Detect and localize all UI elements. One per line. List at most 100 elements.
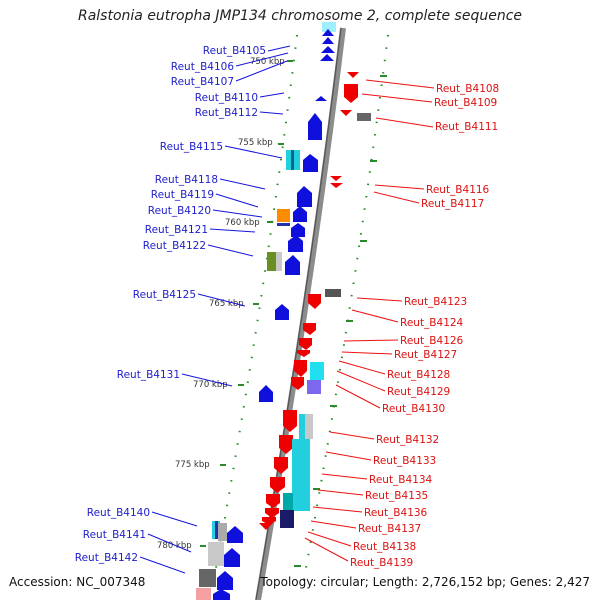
gene-label: Reut_B4123 xyxy=(404,296,467,308)
map-title: Ralstonia eutropha JMP134 chromosome 2, … xyxy=(77,8,522,24)
gene-arrow xyxy=(259,523,273,530)
gene-arrow xyxy=(291,223,305,237)
left-leader-lines xyxy=(139,45,291,574)
inner-dotted-guide xyxy=(211,34,298,591)
tick-label-760: 760 kbp xyxy=(225,218,260,228)
gene-orange xyxy=(277,209,290,222)
gene-light xyxy=(322,22,336,32)
gene-arrow xyxy=(285,255,300,275)
gene-arrow xyxy=(330,176,342,181)
gene-label: Reut_B4134 xyxy=(369,474,433,486)
gene-label: Reut_B4142 xyxy=(75,552,138,564)
gene-label: Reut_B4122 xyxy=(143,240,206,252)
gene-grey xyxy=(208,542,224,566)
tick-label-765: 765 kbp xyxy=(209,299,244,309)
gene-arrow xyxy=(320,54,334,61)
gene-olive xyxy=(267,252,276,271)
gene-teal xyxy=(283,493,293,511)
gene-arrow xyxy=(308,294,321,309)
gene-arrow xyxy=(303,154,318,172)
gene-label: Reut_B4115 xyxy=(160,141,223,153)
tick-mark xyxy=(253,303,259,305)
gene-dark xyxy=(199,569,216,587)
gene-label: Reut_B4112 xyxy=(195,107,258,119)
tick-label-770: 770 kbp xyxy=(193,380,228,390)
right-gene-labels: Reut_B4108 Reut_B4109 Reut_B4111 Reut_B4… xyxy=(350,83,499,569)
outer-dotted-guide xyxy=(301,34,389,591)
scale-ticks xyxy=(200,60,387,567)
gene-navy xyxy=(280,510,294,528)
reverse-genes xyxy=(259,72,371,530)
gene-pink xyxy=(196,588,211,600)
gene-cyan xyxy=(310,362,324,380)
gene-arrow xyxy=(224,548,240,567)
gene-arrow xyxy=(265,508,279,518)
gene-arrow xyxy=(344,84,358,103)
gene-label: Reut_B4106 xyxy=(171,61,235,73)
gene-label: Reut_B4130 xyxy=(382,403,445,415)
gene-arrow xyxy=(321,46,335,53)
gene-label: Reut_B4121 xyxy=(145,224,208,236)
gene-label: Reut_B4126 xyxy=(400,335,464,347)
gene-label: Reut_B4137 xyxy=(358,523,421,535)
gene-label: Reut_B4120 xyxy=(148,205,211,217)
gene-label: Reut_B4141 xyxy=(83,529,146,541)
gene-arrow xyxy=(340,110,352,116)
gene-label: Reut_B4107 xyxy=(171,76,234,88)
gene-label: Reut_B4110 xyxy=(195,92,258,104)
gene-arrow xyxy=(288,235,303,252)
gene-arrow xyxy=(279,435,293,454)
gene-arrow xyxy=(347,72,359,78)
left-gene-labels: Reut_B4105 Reut_B4106 Reut_B4107 Reut_B4… xyxy=(75,45,266,564)
gene-label: Reut_B4117 xyxy=(421,198,484,210)
gene-label: Reut_B4111 xyxy=(435,121,498,133)
gene-label: Reut_B4132 xyxy=(376,434,439,446)
gene-arrow xyxy=(274,457,288,474)
forward-genes xyxy=(196,22,336,600)
gene-dark xyxy=(325,289,341,297)
gene-arrow xyxy=(322,29,334,36)
gene-arrow xyxy=(297,350,310,357)
gene-label: Reut_B4138 xyxy=(353,541,416,553)
tick-mark xyxy=(278,143,284,145)
tick-label-775: 775 kbp xyxy=(175,460,210,470)
gene-arrow xyxy=(217,571,233,590)
right-leader-lines xyxy=(304,79,435,562)
gene-label: Reut_B4136 xyxy=(364,507,428,519)
gene-arrow xyxy=(259,385,273,402)
gene-arrow xyxy=(303,323,316,335)
gene-arrow xyxy=(308,113,322,140)
tick-mark xyxy=(200,545,206,547)
tick-mark xyxy=(267,221,273,223)
summary-text: Topology: circular; Length: 2,726,152 bp… xyxy=(260,575,590,589)
tick-mark xyxy=(238,384,244,386)
gene-grey xyxy=(218,523,227,541)
tick-label-755: 755 kbp xyxy=(238,138,273,148)
gene-label: Reut_B4125 xyxy=(133,289,196,301)
gene-arrow xyxy=(266,494,280,508)
gene-arrow xyxy=(283,410,297,432)
gene-label: Reut_B4131 xyxy=(117,369,180,381)
gene-label: Reut_B4118 xyxy=(155,174,218,186)
gene-arrow xyxy=(322,37,334,44)
gene-label: Reut_B4109 xyxy=(434,97,497,109)
gene-label: Reut_B4124 xyxy=(400,317,464,329)
gene-label: Reut_B4135 xyxy=(365,490,428,502)
accession-text: Accession: NC_007348 xyxy=(9,575,146,589)
gene-arrow xyxy=(270,477,285,493)
gene-label: Reut_B4133 xyxy=(373,455,436,467)
tick-mark xyxy=(220,464,226,466)
gene-label: Reut_B4116 xyxy=(426,184,490,196)
gene-arrow xyxy=(291,377,304,390)
gene-arrow xyxy=(315,96,327,101)
gene-arrow xyxy=(294,360,307,377)
tick-label-780: 780 kbp xyxy=(157,541,192,551)
gene-label: Reut_B4108 xyxy=(436,83,499,95)
gene-label: Reut_B4139 xyxy=(350,557,413,569)
gene-arrow xyxy=(275,304,289,320)
gene-arrow xyxy=(293,206,307,222)
gene-arrow xyxy=(330,183,343,188)
gene-dark xyxy=(357,113,371,121)
gene-label: Reut_B4127 xyxy=(394,349,457,361)
